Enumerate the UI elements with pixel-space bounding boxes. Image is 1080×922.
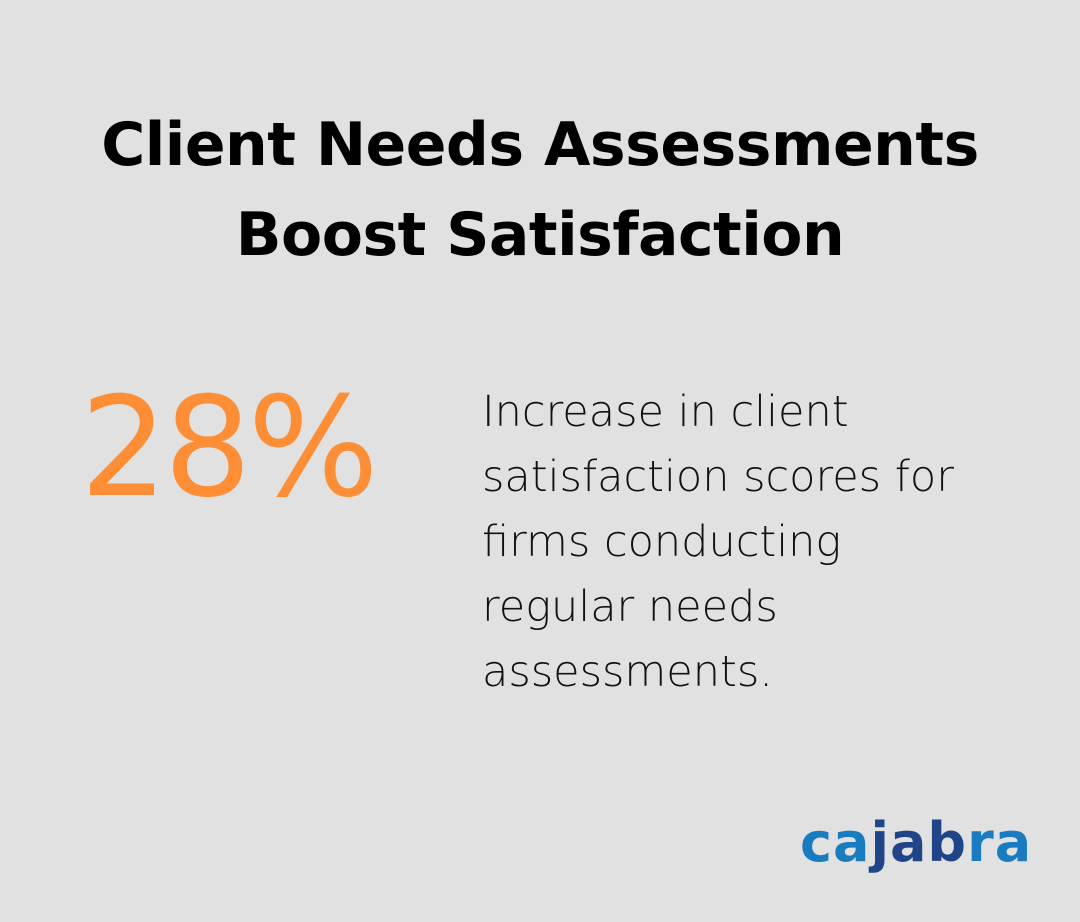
title-line-1: Client Needs Assessments	[101, 110, 979, 180]
title-line-2: Boost Satisfaction	[235, 200, 845, 270]
page-title: Client Needs Assessments Boost Satisfact…	[0, 100, 1080, 280]
logo-part-1: ca	[800, 811, 871, 874]
stat-value: 28%	[80, 367, 379, 528]
logo-part-2: jab	[870, 811, 968, 874]
stat-description: Increase in client satisfaction scores f…	[482, 387, 954, 697]
logo-part-3: ra	[967, 811, 1033, 874]
cajabra-logo: cajabra	[800, 808, 1032, 878]
